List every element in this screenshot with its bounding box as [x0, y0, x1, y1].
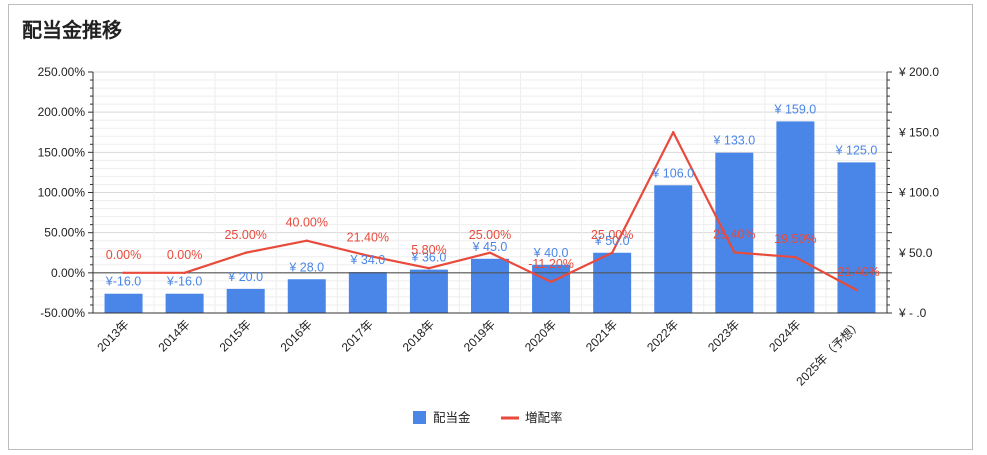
line-data-label: 5.80% [411, 243, 446, 257]
line-data-label: 25.00% [469, 228, 511, 242]
growth-rate-point [855, 288, 858, 292]
category-label: 2022年 [644, 317, 681, 354]
growth-rate-point [122, 271, 125, 275]
bar-2021年 [593, 252, 632, 313]
line-data-label: 19.50% [774, 232, 816, 246]
category-label: 2016年 [278, 317, 315, 354]
line-data-label: 40.00% [286, 216, 328, 230]
category-label: 2021年 [583, 317, 620, 354]
category-label: 2024年 [766, 317, 803, 354]
category-label: 2013年 [94, 317, 131, 354]
bar-2022年 [654, 185, 693, 313]
left-tick-label: 0.00% [51, 266, 85, 280]
bar-data-label: ¥-16.0 [105, 275, 141, 289]
growth-rate-point [244, 251, 247, 254]
bar-2013年 [104, 293, 143, 313]
category-label: 2014年 [155, 317, 192, 354]
line-series [122, 131, 858, 292]
bar-2017年 [348, 272, 387, 313]
right-tick-label: ¥ 100.0 [898, 186, 939, 200]
growth-rate-point [427, 266, 431, 270]
bar-2015年 [226, 288, 265, 313]
growth-rate-point [549, 280, 553, 284]
legend-swatch-bar [413, 411, 426, 424]
left-tick-label: 100.00% [38, 186, 86, 200]
right-tick-label: ¥ - .0 [898, 306, 927, 320]
category-label: 2018年 [400, 317, 437, 354]
bar-data-label: ¥ 28.0 [288, 260, 324, 274]
right-tick-label: ¥ 50.0 [898, 246, 933, 260]
line-data-label: 25.40% [713, 227, 755, 241]
right-tick-label: ¥ 150.0 [898, 125, 939, 139]
bar-data-label: ¥ 45.0 [472, 240, 508, 254]
growth-rate-point [794, 255, 797, 259]
legend-label-line: 増配率 [525, 410, 563, 425]
bar-series [104, 121, 876, 313]
line-data-label: 0.00% [167, 248, 202, 262]
line-data-label: 21.40% [347, 231, 389, 245]
growth-rate-point [672, 131, 675, 134]
data-labels: ¥-16.0 ¥-16.0 ¥ 20.0 ¥ 28.0 ¥ 34.0 ¥ 36.0 ¥ 45… [105, 102, 880, 288]
left-tick-label: 150.00% [38, 145, 86, 159]
line-data-label: 0.00% [106, 248, 141, 262]
bar-2020年 [532, 264, 571, 313]
growth-rate-point [610, 251, 614, 254]
right-tick-label: ¥ 200.0 [898, 65, 939, 79]
growth-rate-point [305, 239, 308, 242]
left-tick-label: -50.00% [40, 306, 85, 320]
bar-2019年 [471, 258, 509, 313]
category-label: 2019年 [461, 317, 498, 354]
category-label: 2025年（予想） [793, 317, 865, 389]
category-label: 2020年 [522, 317, 559, 354]
line-data-label: 25.00% [224, 228, 266, 242]
bar-data-label: ¥ 36.0 [411, 251, 447, 265]
category-label: 2023年 [705, 317, 742, 354]
legend-label-bar: 配当金 [433, 410, 471, 425]
bar-data-label: ¥ 133.0 [712, 134, 755, 148]
bar-data-label: ¥ 106.0 [651, 166, 694, 180]
left-tick-label: 50.00% [44, 226, 85, 240]
growth-rate-point [366, 254, 370, 257]
line-data-label: -11.20% [528, 257, 574, 271]
bar-data-label: ¥ 20.0 [227, 270, 263, 284]
bar-data-label: ¥-16.0 [166, 275, 202, 289]
bar-2014年 [165, 293, 204, 313]
growth-rate-point [183, 271, 186, 275]
category-label: 2017年 [339, 317, 376, 354]
bar-2018年 [409, 269, 448, 313]
chart-title: 配当金推移 [22, 18, 122, 42]
left-tick-label: 200.00% [38, 105, 86, 119]
bar-data-label: ¥ 50.0 [594, 234, 630, 248]
bar-data-label: ¥ 40.0 [533, 246, 569, 260]
bar-2016年 [287, 279, 326, 313]
left-tick-label: 250.00% [38, 65, 86, 79]
line-data-label: 25.00% [591, 228, 633, 242]
bar-data-label: ¥ 34.0 [349, 253, 385, 267]
category-label: 2015年 [217, 317, 254, 354]
bar-2024年 [776, 121, 815, 313]
bar-2025年（予想） [837, 162, 876, 313]
bar-data-label: ¥ 125.0 [835, 143, 878, 157]
bar-2023年 [715, 152, 754, 313]
line-data-label: -21.40% [833, 265, 880, 279]
growth-rate-point [733, 251, 736, 254]
legend: 配当金 増配率 [413, 410, 563, 425]
growth-rate-point [488, 251, 492, 254]
bar-data-label: ¥ 159.0 [774, 102, 817, 116]
